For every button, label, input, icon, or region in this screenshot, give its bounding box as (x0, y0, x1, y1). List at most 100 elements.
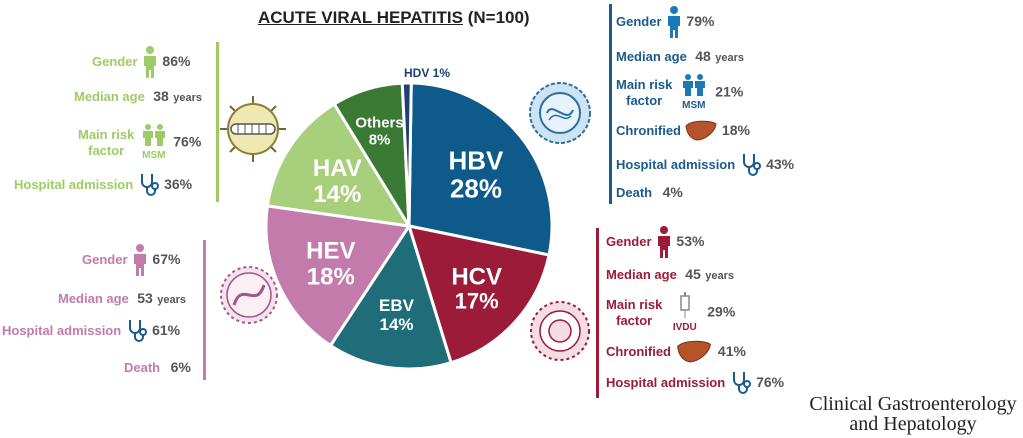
hbv-age-value: 48 (695, 48, 711, 64)
hav-hosp-value: 36% (164, 176, 193, 193)
hcv-age-value: 45 (685, 266, 701, 282)
hcv-risk-row: Main risk factor IVDU 29% (606, 292, 735, 333)
hav-age-unit: years (173, 92, 203, 104)
hbv-death-label: Death (616, 185, 653, 200)
hev-age-label: Median age (58, 291, 129, 306)
hav-divider (216, 42, 219, 202)
hcv-hosp-value: 76% (756, 374, 785, 391)
hbv-risk-tag: MSM (682, 100, 706, 111)
hbv-age-label: Median age (616, 49, 687, 64)
hav-hosp-row: Hospital admission 36% (14, 172, 192, 198)
hcv-gender-row: Gender 53% (606, 226, 704, 258)
slice-label-hbv: HBV (449, 145, 505, 175)
hcv-age-unit: years (705, 270, 735, 282)
hcv-virus-icon (530, 301, 590, 361)
liver-icon (677, 340, 712, 363)
two-persons-icon (682, 74, 705, 96)
slice-label-hev: HEV (306, 237, 355, 264)
hev-hosp-value: 61% (152, 322, 181, 339)
hbv-hosp-value: 43% (766, 156, 795, 173)
hcv-age-row: Median age 45 years (606, 266, 734, 284)
hav-risk-label-2: factor (88, 142, 125, 158)
person-icon (657, 226, 670, 258)
hev-gender-value: 67% (152, 251, 181, 268)
hbv-death-row: Death 4% (616, 184, 683, 202)
hev-death-value: 6% (170, 359, 191, 375)
hcv-age-label: Median age (606, 267, 677, 282)
hcv-gender-label: Gender (606, 234, 652, 250)
hbv-chron-label: Chronified (616, 123, 681, 139)
slice-label-others: Others (355, 114, 403, 131)
journal-name: Clinical Gastroenterology and Hepatology (803, 394, 1023, 434)
hcv-chron-row: Chronified 41% (606, 340, 746, 364)
hev-age-row: Median age 53 years (58, 290, 186, 308)
hev-age-unit: years (157, 294, 187, 306)
person-icon (143, 46, 156, 78)
pie-slice-others (332, 81, 411, 227)
hbv-divider (609, 4, 612, 204)
stethoscope-icon (140, 174, 159, 196)
hbv-risk-label-1: Main risk (616, 76, 673, 92)
syringe-icon (680, 292, 690, 318)
hev-death-row: Death 6% (124, 359, 191, 377)
hbv-age-unit: years (715, 52, 745, 64)
hav-virus-icon (220, 96, 286, 162)
hav-risk-tag: MSM (142, 150, 166, 161)
hev-gender-row: Gender 67% (82, 244, 180, 276)
pie-slice-ebv (328, 222, 453, 371)
hbv-hosp-row: Hospital admission 43% (616, 152, 794, 178)
hav-risk-value: 76% (173, 133, 202, 150)
hbv-chron-row: Chronified 18% (616, 120, 750, 142)
slice-value-hev: 18% (307, 263, 355, 290)
hdv-label: HDV 1% (404, 66, 451, 80)
title-n: (N=100) (467, 8, 530, 27)
hbv-gender-row: Gender 79% (616, 6, 714, 38)
pie-slice-hav (265, 102, 412, 228)
hcv-hosp-label: Hospital admission (606, 375, 726, 391)
hcv-risk-label-1: Main risk (606, 296, 663, 312)
title-main: ACUTE VIRAL HEPATITIS (258, 8, 463, 27)
hav-risk-row: Main risk factor MSM 76% (78, 124, 201, 161)
hav-gender-value: 86% (162, 53, 191, 70)
hbv-gender-value: 79% (686, 13, 715, 30)
hev-gender-label: Gender (82, 252, 128, 268)
hcv-risk-tag: IVDU (672, 322, 697, 333)
hbv-virus-icon (529, 82, 591, 144)
stethoscope-icon (732, 372, 751, 394)
hav-age-row: Median age 38 years (74, 88, 202, 106)
hav-hosp-label: Hospital admission (14, 177, 134, 193)
hbv-gender-label: Gender (616, 14, 662, 30)
slice-label-hav: HAV (313, 155, 362, 182)
hev-hosp-label: Hospital admission (2, 323, 122, 339)
journal-line-1: Clinical Gastroenterology (809, 393, 1017, 415)
hav-gender-label: Gender (92, 54, 138, 70)
pie-slice-hev (264, 204, 412, 348)
hbv-age-row: Median age 48 years (616, 48, 744, 66)
hav-age-value: 38 (153, 88, 169, 104)
person-icon (667, 6, 680, 38)
hev-age-value: 53 (137, 290, 153, 306)
person-icon (133, 244, 146, 276)
stethoscope-icon (742, 154, 761, 176)
slice-label-hcv: HCV (451, 264, 502, 291)
hcv-hosp-row: Hospital admission 76% (606, 370, 784, 396)
slice-value-others: 8% (369, 131, 391, 148)
hav-risk-label-1: Main risk (78, 126, 135, 142)
hcv-gender-value: 53% (676, 233, 705, 250)
chart-title: ACUTE VIRAL HEPATITIS (N=100) (258, 8, 530, 28)
slice-value-ebv: 14% (379, 315, 413, 334)
hav-gender-row: Gender 86% (92, 46, 190, 78)
hbv-risk-value: 21% (715, 83, 744, 100)
hbv-risk-label-2: factor (626, 92, 663, 108)
hcv-chron-value: 41% (717, 343, 746, 360)
hbv-hosp-label: Hospital admission (616, 157, 736, 173)
hbv-chron-value: 18% (721, 122, 750, 139)
hev-divider (203, 240, 206, 380)
slice-value-hcv: 17% (455, 289, 499, 314)
hcv-divider (596, 228, 599, 398)
journal-line-2: and Hepatology (849, 413, 977, 435)
pie-slice-hdv (400, 81, 413, 227)
hcv-chron-label: Chronified (606, 344, 671, 360)
hcv-risk-label-2: factor (616, 312, 653, 328)
hbv-risk-row: Main risk factor MSM 21% (616, 74, 743, 111)
